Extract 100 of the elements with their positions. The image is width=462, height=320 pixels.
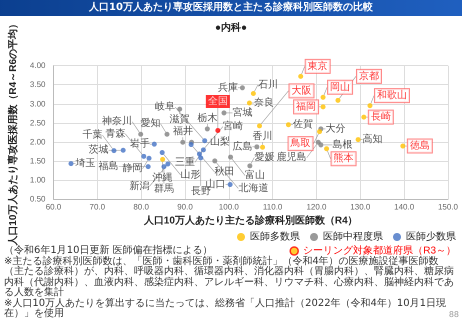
data-label: 全国 [208,94,228,107]
text: ※主たる診療科別医師数は、「医師・歯科医師・薬剤師統計」（令和4年）の医療施設従事医師数（主たる診療科）が、内科、呼吸器内科、循環器内科、消化器内科（胃腸内科）、腎臓内科、糖尿病内科（代謝内科）、血液内科、感染症内科、アレルギー科、リウマチ科、心療内科、脳神経内科である人数を集計 [4,256,455,298]
data-label: 茨城 [88,144,109,156]
data-label: 山形 [180,168,201,181]
point [318,142,324,148]
point [247,163,252,168]
point [228,182,233,188]
point [286,122,291,128]
point [160,156,166,162]
point [215,128,220,133]
data-label: 石川 [258,78,278,90]
data-label: 栃木 [197,112,218,124]
data-label: 山梨 [210,136,230,148]
point [198,155,204,160]
data-label: 福井 [172,125,193,138]
point [200,147,206,152]
point [240,85,245,90]
point [204,126,210,132]
data-label: 愛媛 [254,150,274,163]
data-label: 香川 [252,130,273,142]
chart-title: 人口10万人あたり専攻医採用数と主たる診療科別医師数の比較 [0,0,462,16]
legend-label: 医師少数県 [406,230,456,242]
point [317,129,322,134]
data-label: 岐阜 [155,100,176,113]
x-axis-title: 人口10万人あたり主たる診療科別医師数（R4） [142,214,358,226]
point [161,164,166,170]
legend-label: 医師中程度県 [323,230,383,242]
point [257,123,262,128]
legend-label: シーリング対象都道府県（R3～） [303,244,456,256]
data-label: 宮崎 [222,120,243,132]
y-tick-label: 2.50 [30,118,46,128]
data-label: 奈良 [254,96,274,109]
point [68,161,74,166]
y-tick-label: 1.50 [30,156,46,166]
point [146,164,151,170]
point [180,140,186,145]
data-label: 神奈川 [102,115,132,128]
x-tick-label: 90.0 [177,202,194,212]
point [356,137,361,142]
point [164,132,170,137]
data-label: 大阪 [292,84,312,96]
data-label: 沖縄 [152,171,173,184]
data-label: 三重 [174,156,195,168]
data-label: 高知 [362,133,383,146]
point [177,106,182,112]
data-label: 千葉 [82,128,102,141]
x-tick-label: 60.0 [46,202,62,212]
x-tick-label: 80.0 [133,202,150,212]
data-label: 鳥取 [290,137,311,150]
point [111,148,116,154]
data-label: 青森 [105,127,126,140]
point [188,142,194,148]
x-tick-label: 70.0 [90,202,106,212]
data-label: 岡山 [330,80,350,93]
chart-subtitle: ●内科● [214,22,248,34]
point [250,90,256,96]
point [260,144,266,150]
data-label: 広島 [232,140,252,152]
point [324,146,330,152]
text: （令和6年1月10日更新 医師偏在指標による） [4,245,213,256]
y-tick-label: 2.00 [30,137,46,146]
point [160,150,165,156]
data-label: 静岡 [122,162,143,174]
point [298,74,304,79]
point [138,132,144,137]
point [165,161,170,166]
data-label: 秋田 [214,166,235,178]
point [222,110,226,116]
data-label: 新潟 [129,180,150,192]
data-label: 京都 [358,70,379,82]
y-tick-label: 3.50 [30,80,46,90]
point [146,156,152,161]
legend-label: 医師多数県 [250,230,300,242]
data-label: 福岡 [296,100,316,112]
data-label: 和歌山 [376,89,407,102]
data-label: 東京 [308,60,328,72]
point [320,94,326,100]
point [335,98,340,103]
text: 88 [448,310,459,319]
point [367,103,372,108]
point [202,138,208,144]
point [120,148,126,153]
data-label: 富山 [245,169,266,182]
x-tick-label: 140.0 [394,202,415,212]
point [320,104,326,110]
data-label: 佐賀 [292,118,313,130]
data-label: 鹿児島 [276,151,307,164]
point [196,152,202,157]
y-tick-label: 4.00 [30,61,46,70]
data-label: 群馬 [154,182,174,195]
y-axis-title: 人口10万人あたり専攻医採用数（R4～R6の平均） [7,18,19,247]
data-label: 北海道 [238,182,268,194]
x-tick-label: 110.0 [262,202,283,212]
data-label: 兵庫 [218,81,238,94]
x-tick-label: 100.0 [218,202,240,212]
data-label: 大分 [325,122,346,134]
data-label: 長崎 [370,110,391,123]
data-label: 徳島 [410,140,430,152]
y-tick-label: 3.00 [30,99,46,108]
data-label: 熊本 [334,152,354,164]
